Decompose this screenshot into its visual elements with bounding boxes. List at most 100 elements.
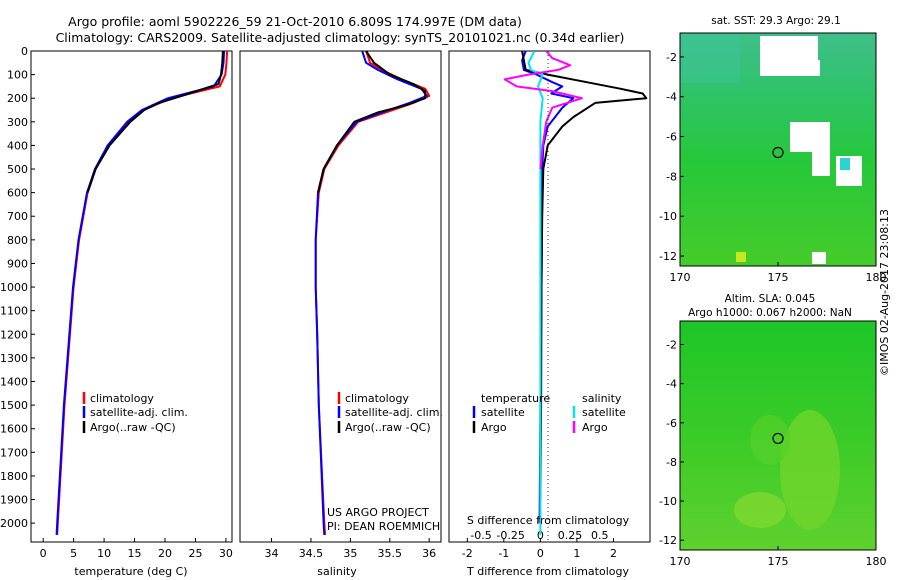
x-tick-label: 35.5 bbox=[378, 547, 403, 560]
difference-series bbox=[503, 51, 648, 535]
difference-panel-frame bbox=[448, 50, 651, 543]
s-diff-tick-label: -0.5 bbox=[470, 529, 491, 542]
temperature-panel-frame bbox=[30, 50, 233, 543]
salinity-xlabel: salinity bbox=[317, 565, 357, 578]
temperature-xlabel: temperature (deg C) bbox=[74, 565, 187, 578]
depth-tick-label: 2000 bbox=[0, 517, 28, 530]
legend-climatology-label: climatology bbox=[345, 392, 409, 405]
argo-position-marker bbox=[772, 432, 784, 445]
sla-map-title-line2: Argo h1000: 0.067 h2000: NaN bbox=[688, 307, 852, 319]
credit-text: ©IMOS 02-Aug-2017 23:08:13 bbox=[878, 209, 891, 376]
map-y-tick-label: -2 bbox=[666, 51, 677, 64]
series-line-argo-raw-qc- bbox=[86, 51, 224, 193]
project-annotation: US ARGO PROJECT bbox=[327, 506, 429, 519]
header-title-line1: Argo profile: aoml 5902226_59 21-Oct-201… bbox=[68, 14, 522, 29]
map-y-tick-label: -6 bbox=[666, 417, 677, 430]
map-y-tick-label: -8 bbox=[666, 170, 677, 183]
depth-tick-label: 1100 bbox=[0, 305, 28, 318]
x-tick-label: 30 bbox=[219, 547, 233, 560]
map-y-tick-label: -10 bbox=[659, 210, 677, 223]
map-y-tick-label: -12 bbox=[659, 534, 677, 547]
t-difference-x-axis: -2 -1 0 1 2 bbox=[462, 538, 617, 560]
map-y-tick-label: -10 bbox=[659, 495, 677, 508]
s-diff-tick-label: -0.25 bbox=[496, 529, 524, 542]
depth-tick-label: 1700 bbox=[0, 446, 28, 459]
s-diff-tick-label: 0.5 bbox=[591, 529, 609, 542]
x-tick-label: -1 bbox=[498, 547, 509, 560]
series-line-satellite-adj-clim- bbox=[314, 51, 428, 535]
x-tick-label: 1 bbox=[573, 547, 580, 560]
sst-cool-pixel bbox=[840, 158, 850, 170]
salinity-series bbox=[314, 51, 431, 535]
legend-climatology-label: climatology bbox=[90, 392, 154, 405]
depth-axis: 0 100 200 300 400 500 600 700 800 900 1000 1100 1200… bbox=[0, 45, 35, 530]
sla-high-patch bbox=[734, 492, 786, 528]
x-tick-label: 35 bbox=[343, 547, 357, 560]
depth-tick-label: 400 bbox=[7, 139, 28, 152]
temperature-x-axis: 0 5 10 15 20 25 30 bbox=[40, 538, 233, 560]
sla-high-patch bbox=[780, 410, 840, 530]
map-y-tick-label: -8 bbox=[666, 456, 677, 469]
s-difference-x-axis: -0.5 -0.25 0 0.25 0.5 bbox=[470, 529, 608, 542]
depth-tick-label: 700 bbox=[7, 210, 28, 223]
map-y-tick-label: -4 bbox=[666, 378, 677, 391]
salinity-x-axis: 34 34.5 35 35.5 36 bbox=[265, 538, 436, 560]
series-line-satellite-adj-clim- bbox=[55, 51, 226, 535]
depth-tick-label: 1900 bbox=[0, 494, 28, 507]
depth-tick-label: 100 bbox=[7, 69, 28, 82]
sst-warm-pixel bbox=[736, 252, 746, 262]
sla-map bbox=[679, 320, 877, 551]
s-diff-tick-label: 0 bbox=[537, 529, 544, 542]
map-y-tick-label: -4 bbox=[666, 91, 677, 104]
x-tick-label: 0 bbox=[40, 547, 47, 560]
x-tick-label: 5 bbox=[70, 547, 77, 560]
map-x-tick-label: 170 bbox=[670, 555, 691, 568]
s-diff-tick-label: 0.25 bbox=[558, 529, 583, 542]
argo-position-marker bbox=[772, 146, 784, 159]
sst-cloud-mask bbox=[790, 122, 830, 152]
series-line-t-argo bbox=[521, 51, 648, 500]
map-y-tick-label: -2 bbox=[666, 338, 677, 351]
sla-map-title-line1: Altim. SLA: 0.045 bbox=[725, 293, 816, 305]
sst-warm-patch bbox=[680, 33, 740, 83]
depth-tick-label: 1800 bbox=[0, 470, 28, 483]
legend-salinity-title: salinity bbox=[582, 392, 622, 405]
salinity-panel-frame bbox=[239, 50, 442, 543]
sst-cloud-mask bbox=[812, 148, 830, 176]
series-line-s-satellite bbox=[527, 51, 544, 535]
legend-satellite-label: satellite-adj. clim. bbox=[345, 406, 443, 419]
depth-tick-label: 1400 bbox=[0, 375, 28, 388]
series-line-s-argo bbox=[503, 51, 583, 170]
depth-tick-label: 0 bbox=[21, 45, 28, 58]
legend-argo-label: Argo(..raw -QC) bbox=[90, 421, 176, 434]
depth-tick-label: 800 bbox=[7, 234, 28, 247]
x-tick-label: 25 bbox=[188, 547, 202, 560]
x-tick-label: 0 bbox=[537, 547, 544, 560]
series-line-climatology bbox=[314, 51, 431, 535]
map-x-tick-label: 175 bbox=[768, 555, 789, 568]
x-tick-label: 34.5 bbox=[299, 547, 324, 560]
x-tick-label: -2 bbox=[462, 547, 473, 560]
temperature-legend: climatology satellite-adj. clim. Argo(..… bbox=[82, 392, 188, 434]
legend-t-argo-label: Argo bbox=[481, 421, 507, 434]
depth-tick-label: 1000 bbox=[0, 281, 28, 294]
x-tick-label: 10 bbox=[97, 547, 111, 560]
legend-s-argo-label: Argo bbox=[582, 421, 608, 434]
map-x-tick-label: 180 bbox=[866, 271, 887, 284]
sst-cloud-mask bbox=[812, 252, 826, 264]
depth-tick-label: 1500 bbox=[0, 399, 28, 412]
x-tick-label: 20 bbox=[158, 547, 172, 560]
depth-tick-label: 1200 bbox=[0, 328, 28, 341]
depth-tick-label: 300 bbox=[7, 116, 28, 129]
depth-tick-label: 200 bbox=[7, 92, 28, 105]
depth-tick-label: 500 bbox=[7, 163, 28, 176]
legend-satellite-label: satellite-adj. clim. bbox=[90, 406, 188, 419]
pi-annotation: PI: DEAN ROEMMICH bbox=[327, 520, 440, 533]
x-tick-label: 15 bbox=[128, 547, 142, 560]
sst-map-axes: 170 175 180 -2 -4 -6 -8 -10 -12 bbox=[659, 51, 886, 284]
salinity-legend: climatology satellite-adj. clim. Argo(..… bbox=[337, 392, 443, 434]
x-tick-label: 2 bbox=[610, 547, 617, 560]
depth-tick-label: 1300 bbox=[0, 352, 28, 365]
map-x-tick-label: 170 bbox=[670, 271, 691, 284]
